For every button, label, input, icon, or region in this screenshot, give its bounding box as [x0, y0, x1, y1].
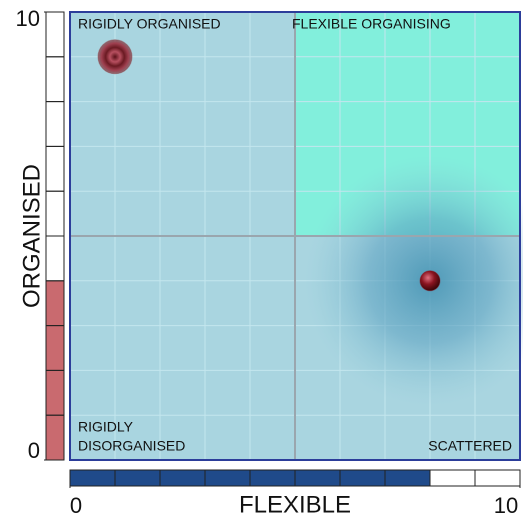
quadrant-label: RIGIDLY [78, 419, 134, 435]
y-gauge-segment [45, 235, 65, 282]
y-gauge-segment [45, 145, 65, 192]
y-tick-label: 10 [16, 6, 40, 31]
y-gauge-segment [45, 101, 65, 147]
y-gauge-segment [45, 11, 65, 58]
y-gauge-segment [45, 56, 65, 103]
quadrant-label: DISORGANISED [78, 438, 185, 454]
y-gauge-segment [45, 190, 65, 237]
quadrant-label: FLEXIBLE ORGANISING [292, 16, 451, 32]
x-gauge-segment [474, 469, 521, 487]
x-gauge-segment [429, 469, 476, 487]
quadrant-label: RIGIDLY ORGANISED [78, 16, 221, 32]
plot-border [69, 11, 521, 461]
x-tick-label: 10 [494, 493, 518, 518]
point [97, 39, 133, 75]
y-tick-label: 0 [28, 438, 40, 463]
quadrant-label: SCATTERED [428, 438, 512, 454]
halo [305, 155, 523, 406]
x-axis-label: FLEXIBLE [239, 491, 351, 518]
point [419, 270, 441, 292]
y-axis-label: ORGANISED [18, 164, 45, 308]
x-tick-label: 0 [70, 493, 82, 518]
